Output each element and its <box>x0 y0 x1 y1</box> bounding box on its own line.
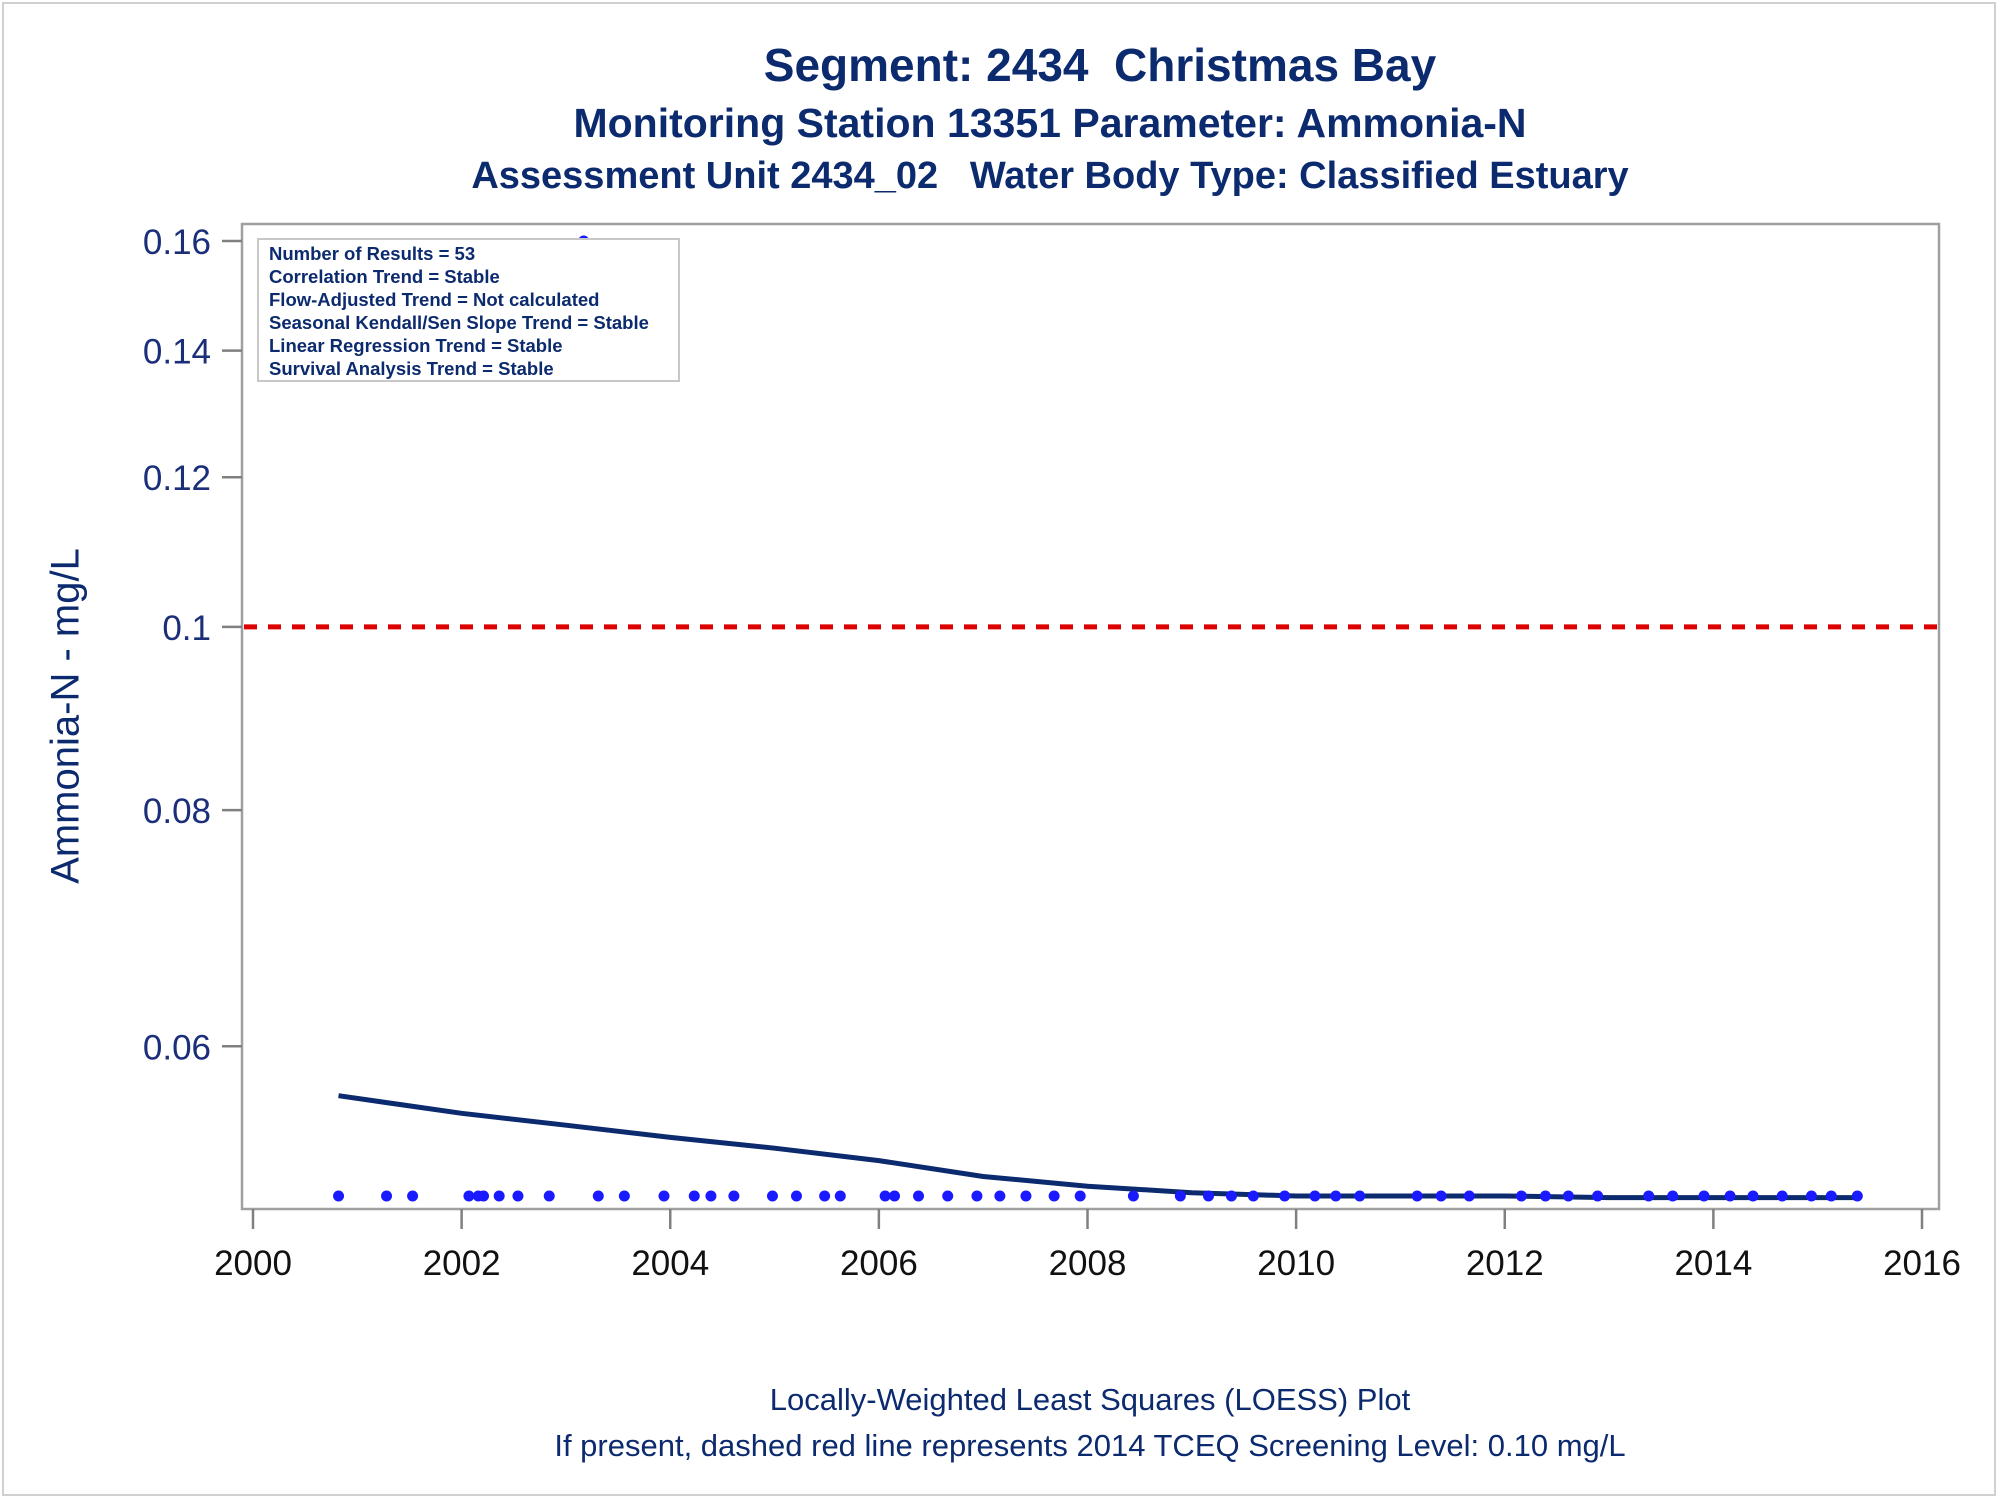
data-point <box>1435 1190 1447 1202</box>
data-point <box>879 1190 891 1202</box>
data-point <box>493 1190 505 1202</box>
data-point <box>994 1190 1006 1202</box>
y-axis: 0.06 0.08 0.1 0.12 0.14 0.16 <box>143 223 242 1067</box>
data-point <box>1127 1190 1139 1202</box>
x-tick-label: 2000 <box>214 1244 292 1283</box>
x-tick-label: 2012 <box>1466 1244 1544 1283</box>
data-point <box>728 1190 740 1202</box>
data-point <box>407 1190 419 1202</box>
data-point <box>1776 1190 1788 1202</box>
loess-line <box>338 1093 1858 1201</box>
stats-line: Flow-Adjusted Trend = Not calculated <box>269 289 599 310</box>
data-point <box>463 1190 475 1202</box>
data-point <box>819 1190 831 1202</box>
data-points <box>333 235 1863 1202</box>
stats-line: Number of Results = 53 <box>269 243 475 264</box>
data-point <box>1592 1190 1604 1202</box>
footnote-loess: Locally-Weighted Least Squares (LOESS) P… <box>769 1382 1411 1417</box>
data-point <box>1020 1190 1032 1202</box>
data-point <box>1411 1190 1423 1202</box>
x-tick-label: 2014 <box>1674 1244 1752 1283</box>
data-point <box>1747 1190 1759 1202</box>
data-point <box>1354 1190 1366 1202</box>
data-point <box>1851 1190 1863 1202</box>
data-point <box>1805 1190 1817 1202</box>
data-point <box>1174 1190 1186 1202</box>
data-point <box>512 1190 524 1202</box>
data-point <box>889 1190 901 1202</box>
data-point <box>1667 1190 1679 1202</box>
stats-box-frame <box>257 238 680 382</box>
x-tick-label: 2016 <box>1883 1244 1961 1283</box>
stats-line: Correlation Trend = Stable <box>269 266 500 287</box>
y-tick-label: 0.14 <box>143 333 211 372</box>
data-point <box>333 1190 345 1202</box>
data-point <box>1539 1190 1551 1202</box>
x-tick-label: 2008 <box>1049 1244 1127 1283</box>
data-point <box>543 1190 555 1202</box>
data-point <box>1698 1190 1710 1202</box>
data-point <box>658 1190 670 1202</box>
data-point <box>1074 1190 1086 1202</box>
data-point <box>834 1190 846 1202</box>
stats-line: Survival Analysis Trend = Stable <box>269 358 554 379</box>
data-point <box>1279 1190 1291 1202</box>
data-point <box>478 1190 490 1202</box>
data-point <box>790 1190 802 1202</box>
chart-subtitle-2: Assessment Unit 2434_02 Water Body Type:… <box>471 155 1629 197</box>
data-point <box>1225 1190 1237 1202</box>
data-point <box>705 1190 717 1202</box>
y-tick-label: 0.16 <box>143 223 211 262</box>
x-tick-label: 2002 <box>423 1244 501 1283</box>
x-tick-label: 2010 <box>1257 1244 1335 1283</box>
stats-line: Linear Regression Trend = Stable <box>269 335 563 356</box>
data-point <box>1247 1190 1259 1202</box>
stats-line: Seasonal Kendall/Sen Slope Trend = Stabl… <box>269 312 649 333</box>
y-tick-label: 0.1 <box>162 609 211 648</box>
y-tick-label: 0.12 <box>143 459 211 498</box>
data-point <box>592 1190 604 1202</box>
y-tick-label: 0.06 <box>143 1028 211 1067</box>
data-point <box>913 1190 925 1202</box>
x-tick-label: 2006 <box>840 1244 918 1283</box>
chart-subtitle: Monitoring Station 13351 Parameter: Ammo… <box>573 100 1527 146</box>
data-point <box>1203 1190 1215 1202</box>
data-point <box>1724 1190 1736 1202</box>
chart-title: Segment: 2434 Christmas Bay <box>763 39 1437 91</box>
data-point <box>1515 1190 1527 1202</box>
x-axis: 2000 2002 2004 2006 2008 2010 2012 2014 2016 <box>214 1209 1961 1283</box>
data-point <box>1825 1190 1837 1202</box>
data-point <box>1463 1190 1475 1202</box>
data-point <box>618 1190 630 1202</box>
data-point <box>766 1190 778 1202</box>
data-point <box>942 1190 954 1202</box>
data-point <box>1643 1190 1655 1202</box>
data-point <box>971 1190 983 1202</box>
data-point <box>1562 1190 1574 1202</box>
data-point <box>381 1190 393 1202</box>
data-point <box>1330 1190 1342 1202</box>
data-point <box>688 1190 700 1202</box>
data-point <box>1048 1190 1060 1202</box>
x-tick-label: 2004 <box>631 1244 709 1283</box>
plot-area <box>240 222 1941 1211</box>
footnote-screening-level: If present, dashed red line represents 2… <box>554 1428 1626 1463</box>
y-tick-label: 0.08 <box>143 792 211 831</box>
data-point <box>1309 1190 1321 1202</box>
